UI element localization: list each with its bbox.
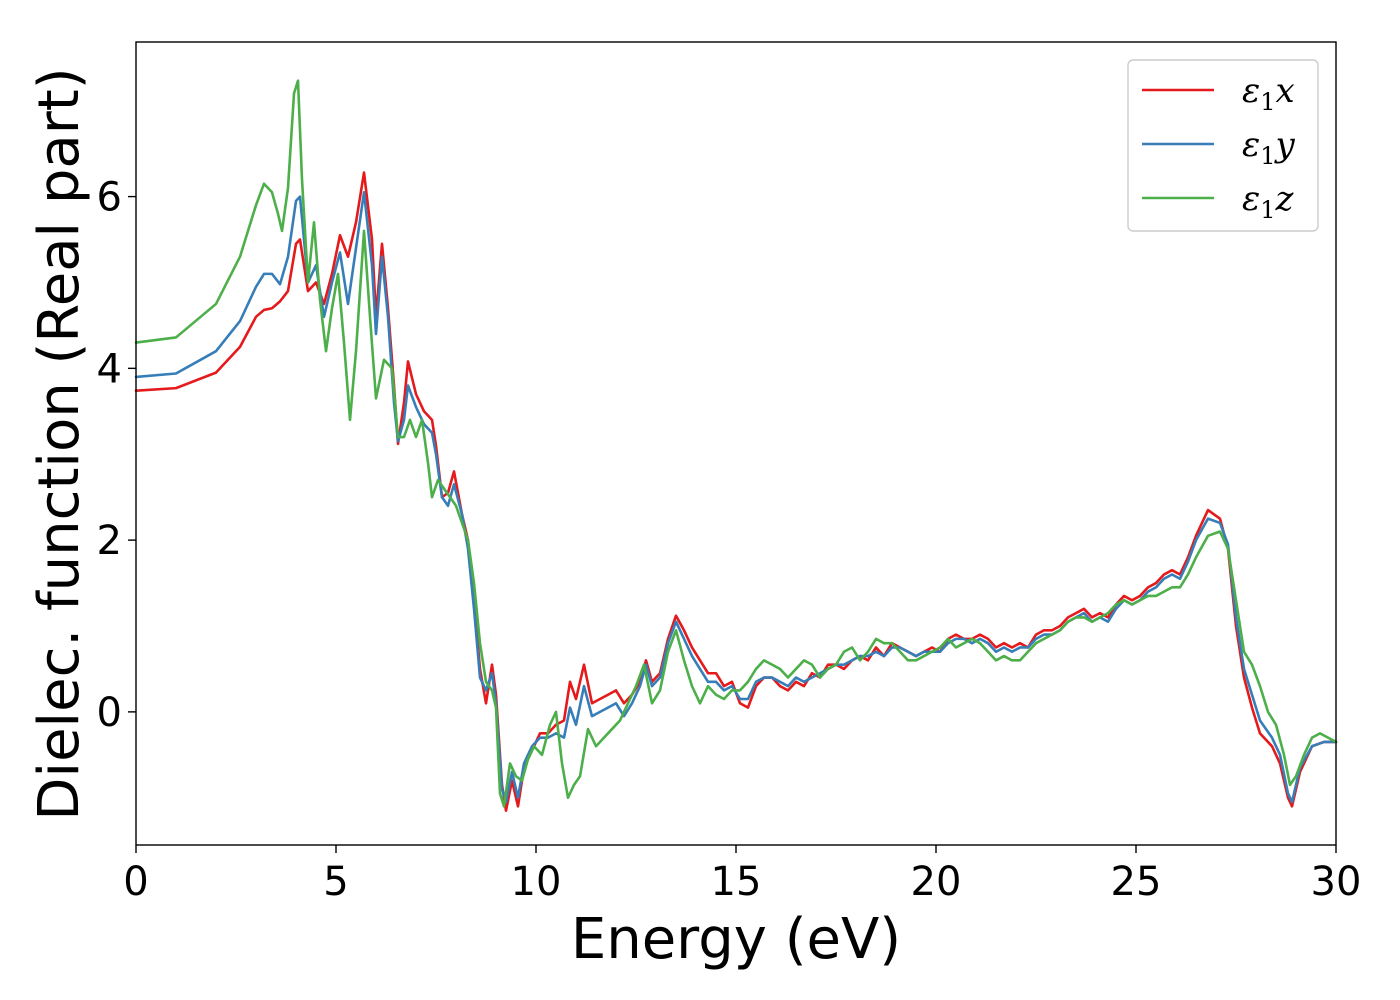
plot-lines: [134, 79, 1338, 812]
y-tick-label: 4: [97, 346, 122, 392]
y-tick-label: 2: [97, 518, 122, 564]
legend: ε1x ε1y ε1z: [1127, 59, 1319, 232]
x-tick-label: 15: [711, 859, 762, 905]
x-tick-label: 0: [123, 859, 148, 905]
x-tick-label: 30: [1311, 859, 1362, 905]
legend-label-x: ε1x: [1242, 71, 1295, 116]
y-axis-ticks: 0 2 4 6: [97, 175, 136, 736]
x-axis-label: Energy (eV): [571, 907, 901, 972]
legend-label-y: ε1y: [1242, 125, 1296, 170]
x-axis-ticks: 0 5 10 15 20 25 30: [123, 845, 1361, 905]
x-tick-label: 20: [911, 859, 962, 905]
x-tick-label: 5: [323, 859, 348, 905]
legend-label-z: ε1z: [1242, 179, 1295, 224]
y-axis-label: Dielec. function (Real part): [27, 67, 92, 820]
series-line-z: [134, 79, 1338, 808]
y-tick-label: 0: [97, 690, 122, 736]
y-tick-label: 6: [97, 175, 122, 221]
x-tick-label: 10: [511, 859, 562, 905]
x-tick-label: 25: [1111, 859, 1162, 905]
legend-frame: [1127, 59, 1319, 232]
